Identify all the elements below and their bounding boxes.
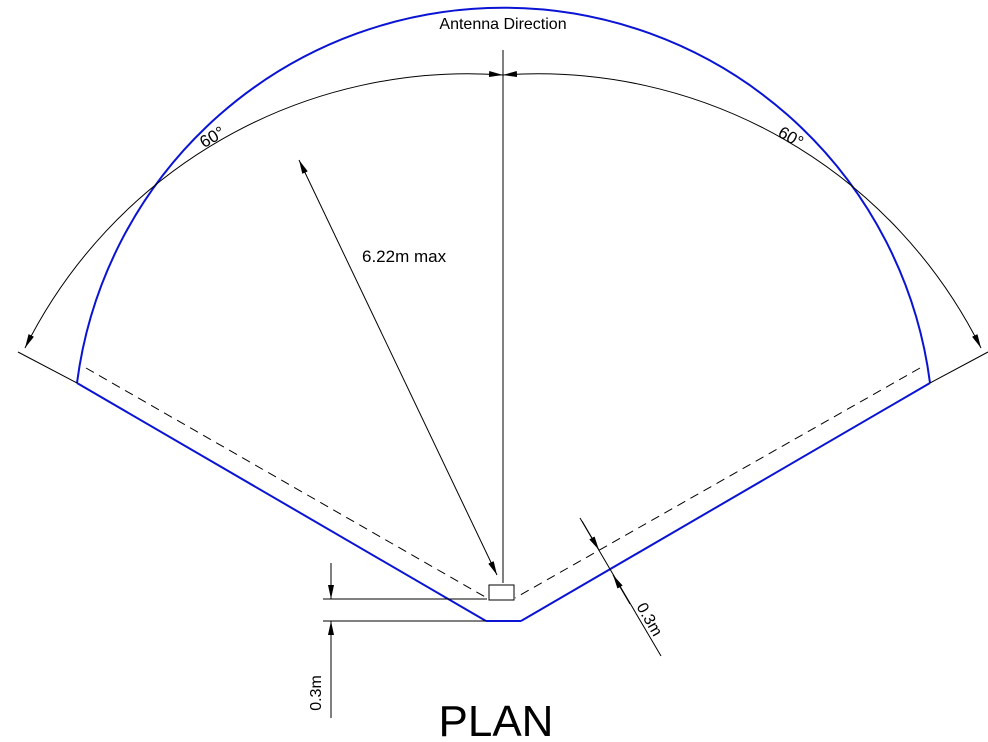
left-angle-label: 60°: [196, 123, 228, 152]
antenna-direction-label: Antenna Direction: [439, 16, 566, 33]
bottom-offset-label: 0.3m: [308, 675, 325, 711]
right-boundary-dashed-line: [514, 367, 921, 599]
coverage-left-edge: [76, 382, 487, 622]
drawing-title: PLAN: [439, 697, 554, 742]
antenna-unit: [488, 584, 515, 601]
side-offset-arrow-lower: [612, 574, 631, 605]
right-angle-dimension-arc: [502, 71, 982, 349]
left-angle-dimension-arc: [24, 71, 504, 349]
right-angle-extension-line: [929, 351, 988, 384]
bottom-offset-dimension: [323, 563, 487, 718]
left-angle-extension-line: [17, 351, 78, 384]
side-offset-arrow-upper: [581, 520, 600, 551]
radius-dimension-line: [298, 159, 498, 576]
left-boundary-dashed-line: [85, 367, 488, 599]
side-offset-dimension: [579, 517, 662, 657]
coverage-right-edge: [520, 382, 931, 622]
side-offset-label: 0.3m: [633, 600, 666, 639]
radius-label: 6.22m max: [362, 247, 447, 266]
angle-dimension-arcs: [17, 71, 988, 384]
